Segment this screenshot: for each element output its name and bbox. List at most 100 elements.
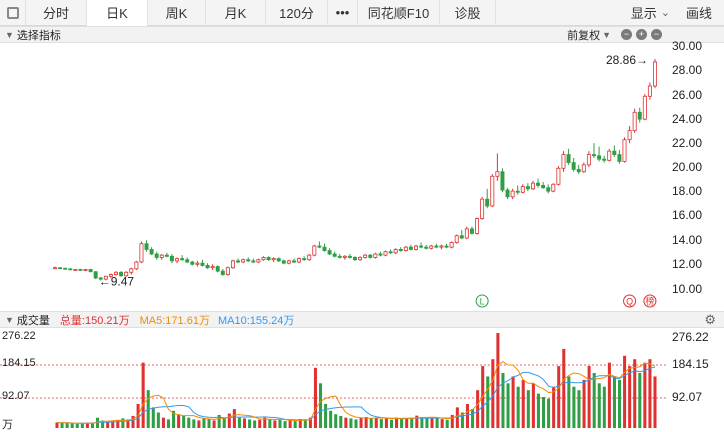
candle-up [642,95,647,120]
event-marker-bang[interactable]: 榜 [643,294,657,308]
volume-bar-down [577,390,581,428]
volume-ma10: MA10:155.24万 [217,314,295,327]
indicator-select-label[interactable]: 选择指标 [16,29,61,42]
adjust-mode-label[interactable]: 前复权 [567,29,601,42]
volume-bar-up [111,421,115,428]
volume-bar-up [552,386,556,428]
volume-bar-down [329,410,333,428]
candle-down [546,187,551,192]
candle-up [480,198,485,219]
event-marker-q[interactable]: Q [623,294,637,308]
volume-bar-down [90,422,94,428]
kline-chart[interactable]: 28.86→ ←9.47 L Q 榜 [0,43,668,310]
draw-line-button[interactable]: 画线 [685,6,712,21]
candle-down [215,266,220,272]
volume-chart[interactable] [0,328,668,431]
volume-bar-down [324,403,328,428]
tab-monthly-k[interactable]: 月K [206,0,266,26]
candle-down [459,235,464,239]
candle-down [327,250,332,255]
price-tick: 20.00 [672,160,703,174]
price-tick: 30.00 [672,39,703,53]
candle-up [53,267,57,270]
volume-bar-down [151,407,155,428]
volume-bar-up [177,414,181,428]
candle-up [175,258,180,262]
volume-bar-up [557,366,561,428]
candle-down [332,253,337,257]
volume-bar-up [653,376,657,428]
tab-daily-k[interactable]: 日K [87,0,148,26]
caret-down-icon[interactable]: ▼ [5,29,14,40]
event-marker-l[interactable]: L [475,294,489,308]
volume-bar-up [496,333,500,428]
candle-down [276,258,281,262]
volume-bar-down [572,386,576,428]
caret-down-icon[interactable]: ▼ [5,314,14,325]
candle-up [627,130,632,141]
volume-bar-down [339,415,343,428]
volume-bar-up [405,418,409,428]
gear-icon[interactable]: ⚙ [704,311,716,327]
volume-mid-label: 184.15 [2,357,36,369]
candle-down [566,154,571,163]
volume-bar-up [531,383,535,428]
candle-down [190,261,195,265]
collapse-icon[interactable]: − [651,29,662,40]
volume-bar-up [455,407,459,428]
volume-bar-down [460,412,464,428]
volume-total: 总量:150.21万 [59,314,130,327]
volume-bar-up [106,421,110,428]
tab-timeshare[interactable]: 分时 [26,0,87,26]
volume-bar-up [491,359,495,428]
low-price-label: ←9.47 [99,275,135,289]
candle-up [83,269,88,271]
candle-up [586,154,591,166]
candle-up [139,243,144,263]
candle-down [154,253,159,258]
tab-weekly-k[interactable]: 周K [148,0,206,26]
volume-bar-up [415,415,419,428]
volume-bar-down [303,419,307,428]
candle-down [246,259,251,262]
candle-up [271,258,276,261]
display-menu-button[interactable]: 显示 ⌄ [623,0,678,26]
volume-bar-up [562,348,566,428]
volume-bar-down [349,418,353,428]
volume-title[interactable]: 成交量 [16,314,50,327]
tab-f10[interactable]: 同花顺F10 [358,0,440,26]
candle-up [73,269,78,271]
candle-up [108,274,113,277]
volume-bar-up [648,359,652,428]
volume-bar-up [521,379,525,428]
volume-bar-up [643,362,647,428]
candle-up [286,260,291,264]
candle-down [515,190,520,193]
volume-bar-up [212,420,216,428]
candle-down [317,245,322,248]
ma10-line [56,366,656,424]
tab-diagnosis[interactable]: 诊股 [440,0,496,26]
volume-bar-up [308,417,312,428]
zoom-in-icon[interactable]: + [636,29,647,40]
candle-down [185,259,190,263]
volume-bar-down [217,414,221,428]
candle-up [103,275,108,280]
more-tabs-button[interactable]: ••• [328,0,358,26]
layout-toggle-button[interactable] [0,0,26,26]
caret-down-icon[interactable]: ▼ [602,29,611,40]
volume-bar-down [400,419,404,428]
candle-down [164,254,169,257]
high-price-label: 28.86→ [606,53,648,67]
volume-bar-down [541,397,546,428]
volume-bar-down [101,420,105,428]
zoom-out-icon[interactable]: − [621,29,632,40]
tab-120min[interactable]: 120分 [266,0,328,26]
candle-down [98,277,103,280]
candle-down [63,267,68,270]
volume-bar-down [516,386,520,428]
candle-up [439,245,444,248]
volume-bar-up [359,417,363,428]
top-tab-bar: 分时 日K 周K 月K 120分 ••• 同花顺F10 诊股 显示 ⌄ 画线 [0,0,724,26]
candle-up [561,154,566,169]
